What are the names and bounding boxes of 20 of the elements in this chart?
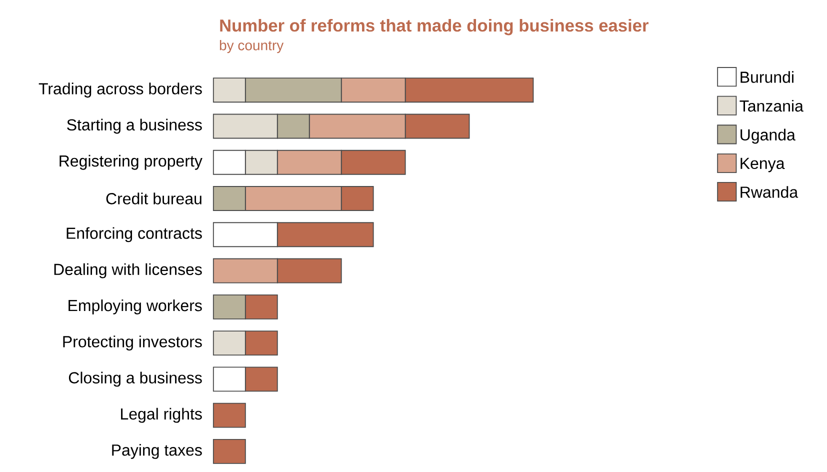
y-tick-label: Protecting investors — [63, 336, 202, 350]
legend-label: Uganda — [740, 128, 796, 144]
y-tick-label: Dealing with licenses — [54, 263, 202, 278]
y-tick-label: Credit bureau — [106, 192, 202, 204]
y-tick-label: Employing workers — [68, 299, 202, 314]
y-tick-label: Closing a business — [68, 372, 202, 387]
chart-title: Number of reforms that made doing business easier — [220, 18, 648, 36]
legend-label: Tanzania — [740, 100, 804, 112]
y-tick-label: Paying taxes — [112, 444, 202, 459]
legend-label: Rwanda — [740, 186, 798, 198]
y-tick-label: Starting a business — [67, 118, 202, 134]
legend-label: Burundi — [740, 71, 794, 83]
bar — [212, 438, 246, 464]
bar — [212, 402, 246, 428]
chart-subtitle: by country — [220, 40, 284, 53]
y-tick-label: Trading across borders — [38, 82, 202, 98]
y-tick-label: Enforcing contracts — [66, 227, 202, 242]
y-tick-label: Registering property — [60, 154, 202, 170]
y-tick-label: Legal rights — [121, 408, 202, 423]
legend-label: Kenya — [740, 158, 785, 172]
